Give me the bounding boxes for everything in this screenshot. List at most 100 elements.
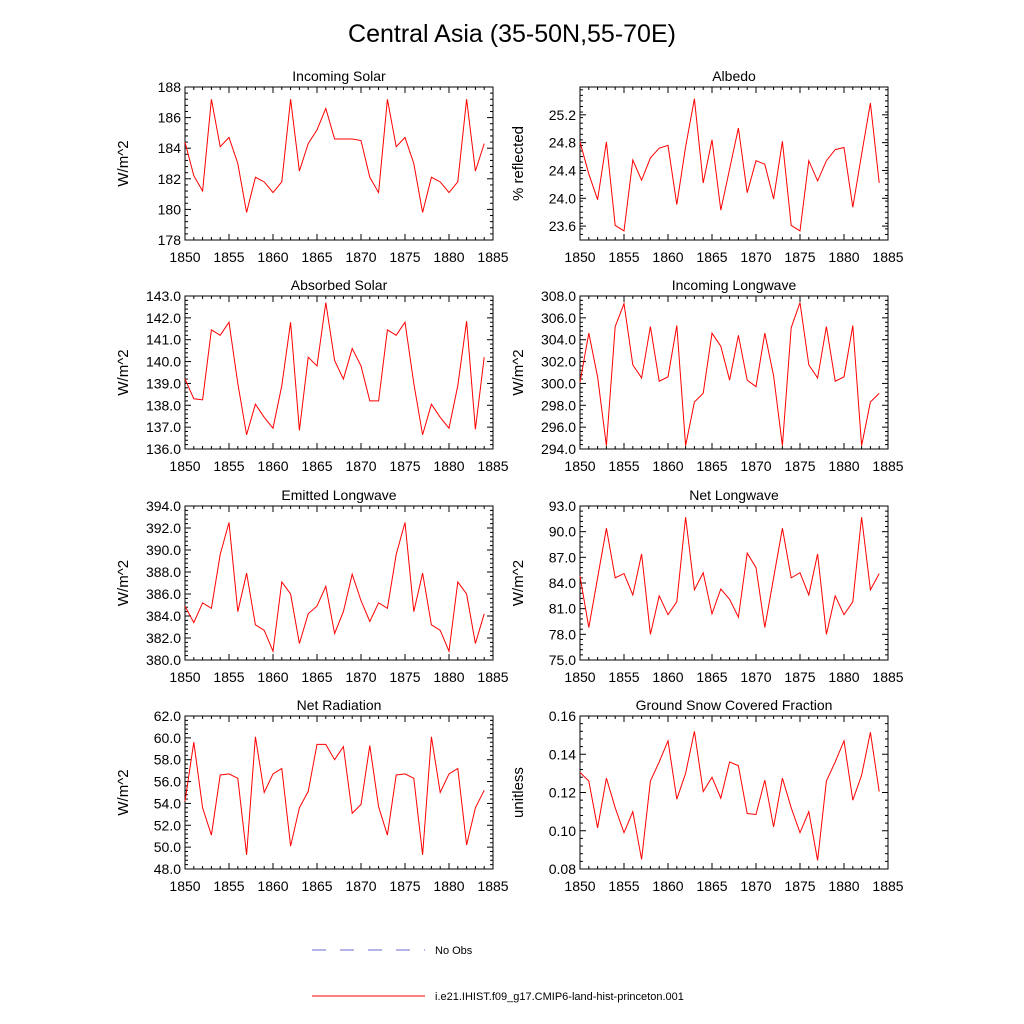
y-tick-label: 48.0 <box>154 861 181 877</box>
legend: No Obs i.e21.IHIST.f09_g17.CMIP6-land-hi… <box>312 945 684 1003</box>
y-tick-label: 87.0 <box>549 549 576 565</box>
y-tick-label: 184 <box>158 140 182 156</box>
plot-frame <box>184 86 494 241</box>
panel-title: Net Longwave <box>689 487 779 503</box>
series-line <box>579 517 880 635</box>
x-tick-label: 1855 <box>608 669 639 685</box>
x-tick-label: 1870 <box>740 458 771 474</box>
panel-albedo: Albedo 1850 1855 1860 1865 1870 1875 1880 1885 23… <box>510 68 904 265</box>
x-tick-label: 1850 <box>564 458 595 474</box>
series-line <box>184 522 485 654</box>
y-tick-label: 50.0 <box>154 839 181 855</box>
y-tick-label: 142.0 <box>146 310 181 326</box>
x-tick-label: 1870 <box>345 249 376 265</box>
plot-frame <box>184 715 494 870</box>
y-tick-label: 75.0 <box>549 652 576 668</box>
x-tick-label: 1870 <box>740 249 771 265</box>
x-tick-label: 1885 <box>872 458 903 474</box>
x-tick-label: 1860 <box>652 878 683 894</box>
x-tick-label: 1865 <box>301 249 332 265</box>
plot-frame <box>184 505 494 661</box>
y-tick-label: 382.0 <box>146 630 181 646</box>
x-tick-label: 1860 <box>652 669 683 685</box>
y-tick-label: 0.14 <box>549 746 576 762</box>
panel-title: Albedo <box>712 68 756 84</box>
x-tick-label: 1865 <box>696 458 727 474</box>
y-axis-label: W/m^2 <box>115 140 132 186</box>
y-tick-label: 24.8 <box>549 135 576 151</box>
y-tick-label: 25.2 <box>549 107 576 123</box>
series-line <box>184 99 485 213</box>
y-tick-label: 58.0 <box>154 752 181 768</box>
panel-net-longwave: Net Longwave 1850 1855 1860 1865 1870 1875 1880… <box>510 487 904 685</box>
y-tick-label: 182 <box>158 171 182 187</box>
y-tick-label: 24.4 <box>549 162 576 178</box>
y-tick-label: 180 <box>158 201 182 217</box>
y-tick-label: 136.0 <box>146 441 181 457</box>
y-tick-label: 0.08 <box>549 861 576 877</box>
x-tick-label: 1880 <box>433 878 464 894</box>
y-tick-label: 302.0 <box>541 354 576 370</box>
y-tick-label: 139.0 <box>146 375 181 391</box>
x-tick-label: 1855 <box>608 249 639 265</box>
x-tick-label: 1870 <box>345 878 376 894</box>
panel-title: Net Radiation <box>297 697 382 713</box>
y-tick-label: 390.0 <box>146 542 181 558</box>
x-tick-label: 1855 <box>213 669 244 685</box>
plot-frame <box>579 295 889 450</box>
y-tick-label: 380.0 <box>146 652 181 668</box>
y-tick-label: 81.0 <box>549 601 576 617</box>
x-tick-label: 1855 <box>608 458 639 474</box>
y-tick-label: 0.12 <box>549 785 576 801</box>
series-line <box>184 302 485 435</box>
y-tick-label: 54.0 <box>154 795 181 811</box>
y-tick-label: 52.0 <box>154 817 181 833</box>
x-tick-label: 1880 <box>828 249 859 265</box>
panel-absorbed-solar: Absorbed Solar 1850 1855 1860 1865 1870 1875 18… <box>115 277 509 474</box>
x-tick-label: 1850 <box>169 878 200 894</box>
x-tick-label: 1875 <box>784 669 815 685</box>
y-tick-label: 388.0 <box>146 564 181 580</box>
legend-label-model: i.e21.IHIST.f09_g17.CMIP6-land-hist-prin… <box>435 991 684 1003</box>
y-tick-label: 186 <box>158 110 182 126</box>
x-tick-label: 1885 <box>477 458 508 474</box>
x-tick-label: 1865 <box>696 249 727 265</box>
y-tick-label: 24.0 <box>549 190 576 206</box>
y-tick-label: 141.0 <box>146 332 181 348</box>
x-tick-label: 1850 <box>169 249 200 265</box>
x-tick-label: 1885 <box>872 878 903 894</box>
x-tick-label: 1870 <box>345 669 376 685</box>
panel-net-radiation: Net Radiation 1850 1855 1860 1865 1870 1875 188… <box>115 697 509 894</box>
x-tick-label: 1885 <box>477 878 508 894</box>
y-tick-label: 56.0 <box>154 774 181 790</box>
x-tick-label: 1865 <box>696 669 727 685</box>
x-tick-label: 1860 <box>652 249 683 265</box>
y-tick-label: 140.0 <box>146 354 181 370</box>
y-tick-label: 384.0 <box>146 608 181 624</box>
y-axis-label: W/m^2 <box>115 560 132 606</box>
y-axis-label: % reflected <box>510 126 527 201</box>
x-tick-label: 1855 <box>213 878 244 894</box>
y-tick-label: 78.0 <box>549 626 576 642</box>
x-tick-label: 1855 <box>213 458 244 474</box>
y-tick-label: 60.0 <box>154 730 181 746</box>
x-tick-label: 1875 <box>389 878 420 894</box>
x-tick-label: 1860 <box>257 669 288 685</box>
panel-title: Ground Snow Covered Fraction <box>636 697 833 713</box>
x-tick-label: 1865 <box>301 878 332 894</box>
y-tick-label: 178 <box>158 232 182 248</box>
panel-title: Incoming Longwave <box>672 277 797 293</box>
x-tick-label: 1885 <box>872 669 903 685</box>
series-line <box>184 736 485 855</box>
y-axis-label: W/m^2 <box>115 769 132 815</box>
y-tick-label: 0.16 <box>549 708 576 724</box>
x-tick-label: 1865 <box>301 669 332 685</box>
x-tick-label: 1870 <box>740 669 771 685</box>
y-tick-label: 386.0 <box>146 586 181 602</box>
panel-title: Emitted Longwave <box>281 487 396 503</box>
y-tick-label: 23.6 <box>549 218 576 234</box>
plot-frame <box>579 86 889 241</box>
y-tick-label: 298.0 <box>541 397 576 413</box>
panel-emitted-longwave: Emitted Longwave 1850 1855 1860 1865 1870 1875… <box>115 487 509 685</box>
